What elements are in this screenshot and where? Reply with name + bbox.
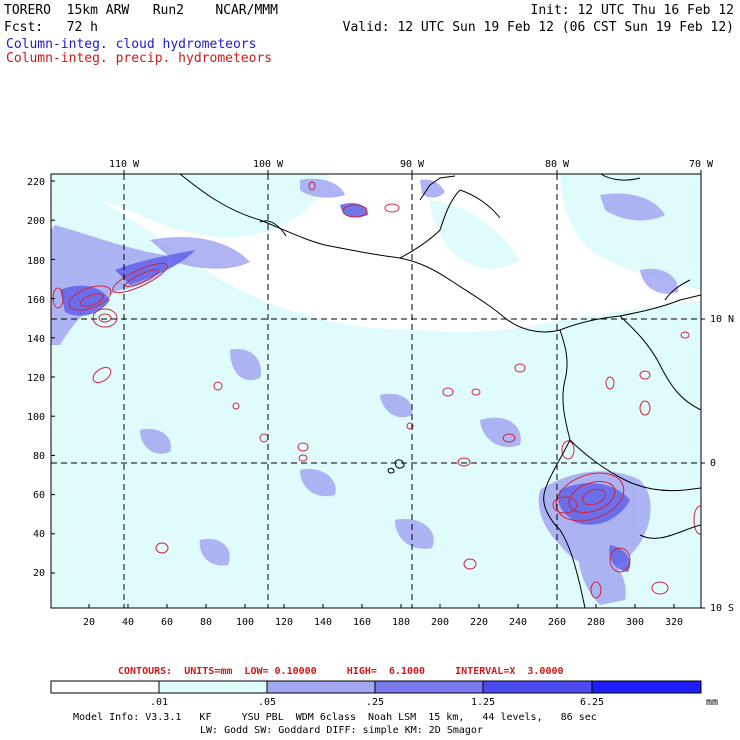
colorbar-label: .01 <box>150 697 168 708</box>
header-forecast-hour: Fcst: 72 h <box>4 20 98 35</box>
colorbar: .01 .05 .25 1.25 6.25 mm <box>50 680 718 708</box>
colorbar-label: 1.25 <box>471 697 495 708</box>
x-tick-label: 40 <box>122 617 134 628</box>
x-tick-label: 80 <box>200 617 212 628</box>
axis-tick-marks <box>51 170 705 609</box>
map-frame <box>50 173 702 609</box>
x-tick-label: 320 <box>665 617 683 628</box>
x-tick-label: 140 <box>314 617 332 628</box>
model-info-line2: LW: Godd SW: Goddard DIFF: simple KM: 2D… <box>200 725 483 736</box>
field-title-precip: Column-integ. precip. hydrometeors <box>6 51 273 66</box>
x-tick-label: 240 <box>509 617 527 628</box>
x-tick-label: 180 <box>392 617 410 628</box>
model-info-line1: Model Info: V3.3.1 KF YSU PBL WDM 6class… <box>73 712 597 723</box>
field-title-cloud: Column-integ. cloud hydrometeors <box>6 37 257 52</box>
lat-label-0: 0 <box>710 458 716 469</box>
y-tick-label: 60 <box>33 490 45 501</box>
lon-label-110w: 110 W <box>109 159 140 170</box>
lon-label-90w: 90 W <box>400 159 425 170</box>
y-tick-label: 140 <box>27 334 45 345</box>
x-tick-label: 100 <box>236 617 254 628</box>
lon-label-100w: 100 W <box>253 159 284 170</box>
colorbar-swatch-1 <box>50 680 160 694</box>
x-tick-label: 60 <box>161 617 173 628</box>
y-tick-label: 40 <box>33 529 45 540</box>
x-tick-label: 260 <box>548 617 566 628</box>
cloud-band-light <box>51 174 701 608</box>
map-panel <box>51 174 701 608</box>
y-tick-label: 80 <box>33 451 45 462</box>
x-tick-label: 280 <box>587 617 605 628</box>
colorbar-swatch-3 <box>266 680 376 694</box>
colorbar-swatch-5 <box>482 680 593 694</box>
precip-contours <box>52 181 701 599</box>
header-valid-time: Valid: 12 UTC Sun 19 Feb 12 (06 CST Sun … <box>342 20 734 35</box>
x-tick-label: 20 <box>83 617 95 628</box>
lon-label-80w: 80 W <box>545 159 570 170</box>
colorbar-label: 6.25 <box>580 697 604 708</box>
colorbar-label: .25 <box>366 697 384 708</box>
y-tick-label: 180 <box>27 256 45 267</box>
y-tick-label: 20 <box>33 568 45 579</box>
colorbar-swatch-4 <box>374 680 484 694</box>
header-init-time: Init: 12 UTC Thu 16 Feb 12 <box>530 3 735 18</box>
colorbar-unit: mm <box>706 697 718 708</box>
lat-label-10n: 10 N <box>710 314 734 325</box>
graticule-lines <box>51 174 701 608</box>
coastlines <box>179 174 701 608</box>
lat-label-10s: 10 S <box>710 603 734 614</box>
contour-info: CONTOURS: UNITS=mm LOW= 0.10000 HIGH= 6.… <box>118 666 564 677</box>
y-tick-label: 220 <box>27 177 45 188</box>
y-tick-label: 120 <box>27 373 45 384</box>
colorbar-swatch-6 <box>591 680 702 694</box>
lon-label-70w: 70 W <box>689 159 714 170</box>
header-model-run: TORERO 15km ARW Run2 NCAR/MMM <box>4 3 278 18</box>
colorbar-label: .05 <box>258 697 276 708</box>
x-tick-label: 120 <box>275 617 293 628</box>
x-tick-label: 200 <box>431 617 449 628</box>
y-tick-label: 200 <box>27 216 45 227</box>
y-tick-label: 100 <box>27 412 45 423</box>
x-tick-label: 160 <box>353 617 371 628</box>
y-tick-label: 160 <box>27 295 45 306</box>
x-tick-label: 300 <box>626 617 644 628</box>
x-tick-label: 220 <box>470 617 488 628</box>
colorbar-swatch-2 <box>158 680 268 694</box>
